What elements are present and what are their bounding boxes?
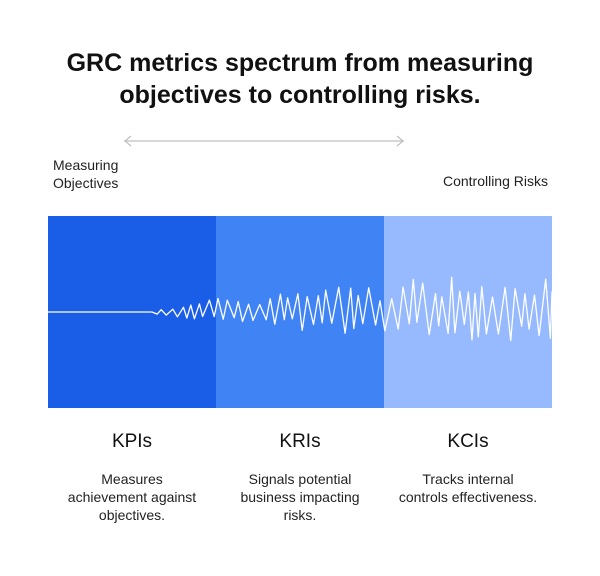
kci-segment [384, 216, 552, 408]
spectrum-start-label-line-2: Objectives [53, 175, 119, 191]
kpi-heading: KPIs [111, 431, 153, 452]
kci-heading: KCIs [447, 431, 489, 452]
signal-waveform [48, 276, 552, 342]
page-title: GRC metrics spectrum from measuring obje… [0, 47, 600, 111]
title-line-2: objectives to controlling risks. [119, 81, 481, 109]
signal-waveform-line [48, 276, 552, 342]
spectrum-end-label: Controlling Risks [442, 173, 548, 189]
kpi-column: KPIs Measures achievement against object… [48, 430, 216, 524]
kri-heading: KRIs [279, 431, 321, 452]
title-line-1: GRC metrics spectrum from measuring [66, 49, 534, 77]
spectrum-band [48, 216, 552, 408]
kri-description: Signals potential business impacting ris… [240, 471, 360, 523]
spectrum-start-label: Measuring Objectives [53, 156, 118, 192]
kri-column: KRIs Signals potential business impactin… [216, 430, 384, 524]
double-arrow-icon [124, 135, 404, 147]
spectrum-start-label-line-1: Measuring [53, 157, 119, 173]
kpi-description: Measures achievement against objectives. [67, 471, 197, 523]
kci-description: Tracks internal controls effectiveness. [398, 471, 538, 505]
kci-column: KCIs Tracks internal controls effectiven… [384, 430, 552, 506]
